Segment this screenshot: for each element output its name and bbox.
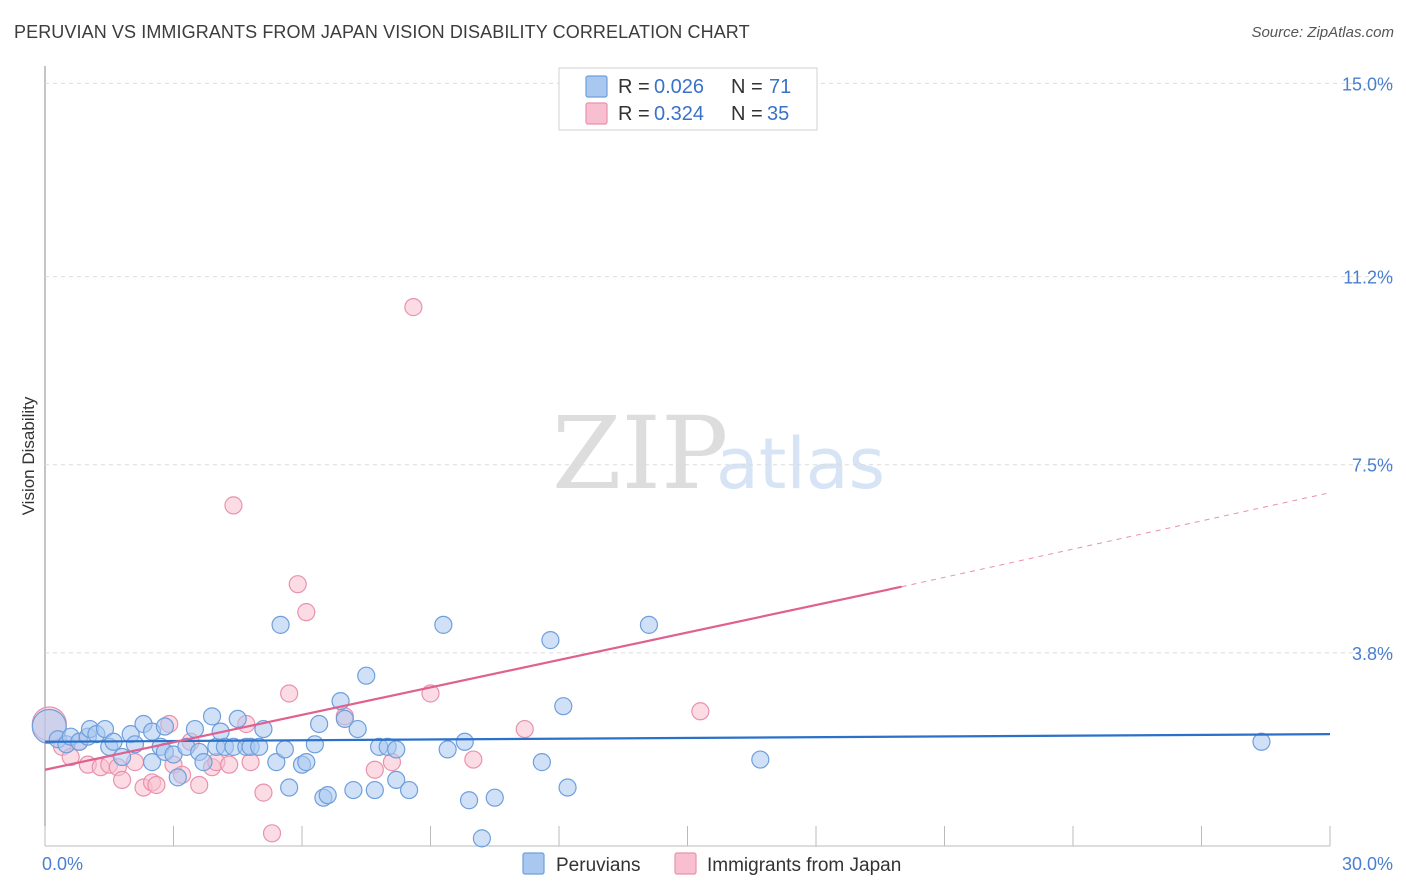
series-japan-points: [31, 298, 710, 843]
peruvians-point-8: [95, 719, 115, 739]
legend-r-value-peruvians: 0.026: [654, 76, 704, 98]
japan-trend-line-extension: [901, 492, 1331, 588]
y-tick-label-1: 7.5%: [1352, 456, 1393, 476]
peruvians-point-57: [434, 615, 453, 634]
japan-point-8: [112, 770, 132, 790]
japan-point-21: [224, 496, 243, 515]
peruvians-trend-line: [44, 733, 1331, 743]
y-tick-label-3: 15.0%: [1342, 74, 1393, 94]
japan-point-27: [288, 575, 307, 594]
peruvians-point-36: [267, 753, 286, 772]
peruvians-point-67: [639, 615, 659, 634]
peruvians-point-41: [297, 753, 316, 772]
legend-r-value-japan: 0.324: [654, 103, 704, 125]
peruvians-point-60: [459, 791, 479, 810]
peruvians-point-61: [472, 829, 491, 848]
chart-title: PERUVIAN VS IMMIGRANTS FROM JAPAN VISION…: [14, 22, 750, 42]
peruvians-point-50: [357, 666, 376, 685]
peruvians-point-58: [438, 740, 457, 759]
legend-swatch-japan: [585, 102, 608, 125]
legend-swatch-peruvians: [585, 75, 608, 98]
japan-point-24: [254, 783, 273, 802]
peruvians-point-64: [541, 631, 560, 650]
peruvians-point-19: [155, 717, 175, 736]
japan-point-25: [262, 824, 282, 843]
y-tick-label-2: 11.2%: [1343, 268, 1393, 288]
gridlines: [45, 82, 1393, 654]
peruvians-point-65: [554, 697, 573, 716]
peruvians-point-23: [185, 719, 205, 739]
peruvians-point-42: [305, 735, 324, 754]
peruvians-point-37: [271, 615, 290, 634]
peruvians-point-68: [751, 750, 770, 769]
legend-n-value-japan: 35: [767, 103, 789, 125]
peruvians-point-66: [558, 778, 577, 797]
y-tick-label-0: 3.8%: [1352, 644, 1393, 664]
x-tick-label-1: 30.0%: [1342, 854, 1393, 874]
stats-legend: R = 0.026 N = 71 R = 0.324 N = 35: [558, 67, 818, 131]
bottom-legend-label-japan: Immigrants from Japan: [707, 855, 901, 876]
legend-r-label-peruvians: R =: [618, 76, 650, 98]
peruvians-point-25: [194, 753, 213, 772]
legend-n-label-peruvians: N =: [731, 76, 763, 98]
japan-point-35: [515, 719, 534, 739]
legend-r-label-japan: R =: [618, 103, 650, 125]
peruvians-point-48: [344, 780, 363, 800]
peruvians-point-59: [455, 732, 474, 751]
peruvians-point-55: [387, 770, 406, 790]
japan-point-30: [365, 760, 384, 779]
japan-point-12: [147, 775, 166, 795]
trend-lines: [44, 492, 1331, 771]
japan-trend-line: [44, 585, 902, 771]
peruvians-point-39: [280, 778, 299, 797]
peruvians-point-43: [310, 714, 329, 734]
series-legend: Peruvians Immigrants from Japan: [522, 852, 901, 876]
peruvians-point-56: [399, 780, 419, 800]
peruvians-point-31: [228, 709, 247, 729]
japan-point-34: [464, 750, 483, 769]
peruvians-point-51: [365, 780, 384, 800]
watermark-atlas: atlas: [716, 423, 885, 505]
peruvians-point-63: [532, 753, 551, 772]
legend-n-label-japan: N =: [731, 103, 763, 125]
japan-point-28: [297, 603, 316, 622]
chart-source: Source: ZipAtlas.com: [1251, 24, 1394, 41]
series-peruvians-points: [31, 615, 1271, 848]
japan-point-36: [691, 702, 710, 721]
bottom-legend-swatch-japan: [674, 852, 697, 875]
y-tick-labels: 3.8% 7.5% 11.2% 15.0%: [1342, 74, 1393, 663]
peruvians-point-16: [142, 753, 162, 772]
peruvians-point-54: [387, 740, 406, 759]
bottom-legend-label-peruvians: Peruvians: [556, 855, 641, 876]
peruvians-point-62: [485, 788, 504, 807]
y-axis-label: Vision Disability: [19, 396, 38, 515]
x-tick-marks: [44, 826, 1331, 846]
bottom-legend-swatch-peruvians: [522, 852, 545, 875]
peruvians-point-34: [250, 737, 269, 756]
x-tick-label-0: 0.0%: [42, 854, 83, 874]
watermark: ZIP atlas: [552, 395, 885, 512]
watermark-zip: ZIP: [552, 395, 728, 512]
x-tick-labels: 0.0% 30.0%: [42, 854, 1393, 874]
japan-point-23: [241, 753, 260, 772]
peruvians-point-69: [1252, 732, 1271, 751]
peruvians-point-47: [335, 709, 354, 729]
peruvians-point-21: [168, 768, 187, 787]
peruvians-point-26: [202, 707, 222, 726]
legend-n-value-peruvians: 71: [769, 76, 791, 98]
japan-point-32: [404, 298, 423, 317]
peruvians-point-49: [348, 719, 367, 739]
peruvians-point-38: [275, 740, 294, 759]
japan-point-20: [220, 755, 239, 774]
peruvians-point-45: [318, 786, 337, 805]
japan-point-26: [280, 684, 299, 703]
japan-point-17: [190, 775, 209, 795]
